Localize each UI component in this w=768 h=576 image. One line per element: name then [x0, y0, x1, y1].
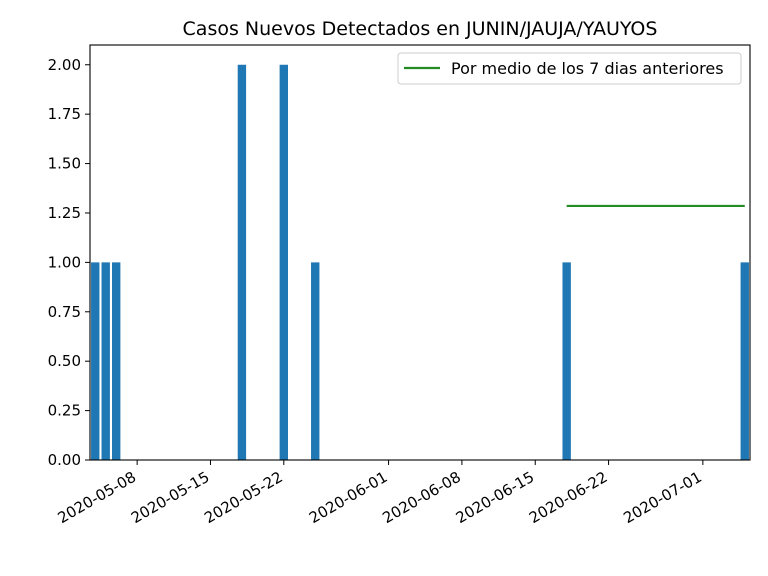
- y-tick-label: 0.00: [48, 451, 81, 469]
- bar: [740, 262, 749, 460]
- bar: [311, 262, 320, 460]
- y-tick-label: 1.00: [48, 253, 81, 271]
- bar: [112, 262, 121, 460]
- legend-label: Por medio de los 7 dias anteriores: [451, 59, 724, 78]
- x-tick-label: 2020-05-08: [55, 468, 140, 527]
- y-tick-label: 0.75: [48, 303, 81, 321]
- y-tick-label: 2.00: [48, 56, 81, 74]
- y-tick-label: 1.75: [48, 105, 81, 123]
- x-tick-label: 2020-06-08: [379, 468, 464, 527]
- x-tick-label: 2020-06-22: [526, 468, 611, 527]
- y-tick-label: 1.50: [48, 155, 81, 173]
- y-tick-label: 1.25: [48, 204, 81, 222]
- plot-frame: [89, 44, 751, 461]
- chart-title: Casos Nuevos Detectados en JUNIN/JAUJA/Y…: [183, 18, 658, 40]
- x-tick-label: 2020-06-01: [306, 468, 391, 527]
- x-tick-label: 2020-05-22: [201, 468, 286, 527]
- bars-layer: [91, 64, 749, 460]
- x-tick-label: 2020-07-01: [620, 468, 705, 527]
- bar: [101, 262, 110, 460]
- axes-layer: 0.00 0.25 0.50 0.75 1.00 1.25 1.50 1.75 2.00 2020…: [48, 44, 751, 527]
- bar: [91, 262, 100, 460]
- y-tick-label: 0.25: [48, 402, 81, 420]
- y-tick-label: 0.50: [48, 352, 81, 370]
- legend-box: [397, 52, 742, 85]
- legend: Por medio de los 7 dias anteriores: [397, 52, 742, 85]
- x-tick-label: 2020-05-15: [128, 468, 213, 527]
- bar: [237, 64, 247, 460]
- x-tick-label: 2020-06-15: [453, 468, 538, 527]
- bar: [279, 64, 288, 460]
- bar: [562, 262, 571, 460]
